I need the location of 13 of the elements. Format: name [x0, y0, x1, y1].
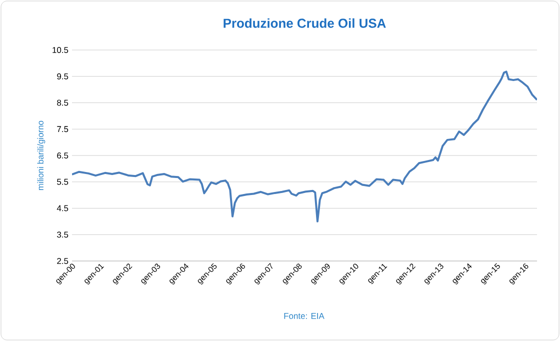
y-tick-label: 7.5 [57, 126, 68, 132]
y-tick-label: 4.5 [56, 205, 68, 212]
y-tick-label: 2.5 [57, 258, 68, 264]
y-tick-label: 5.5 [57, 178, 68, 185]
y-axis-title: milioni barili/giorno [37, 120, 46, 190]
y-tick-label: 8.5 [57, 100, 68, 106]
y-tick-label: 9.5 [57, 73, 68, 80]
chart-title: Produzione Crude Oil USA [224, 18, 386, 28]
y-tick-label: 10.5 [52, 47, 68, 53]
source-note: Fonte: EIA [284, 313, 324, 319]
y-tick-label: 6.5 [57, 152, 68, 158]
y-tick-label: 3.5 [57, 232, 68, 238]
line-series [72, 70, 538, 222]
